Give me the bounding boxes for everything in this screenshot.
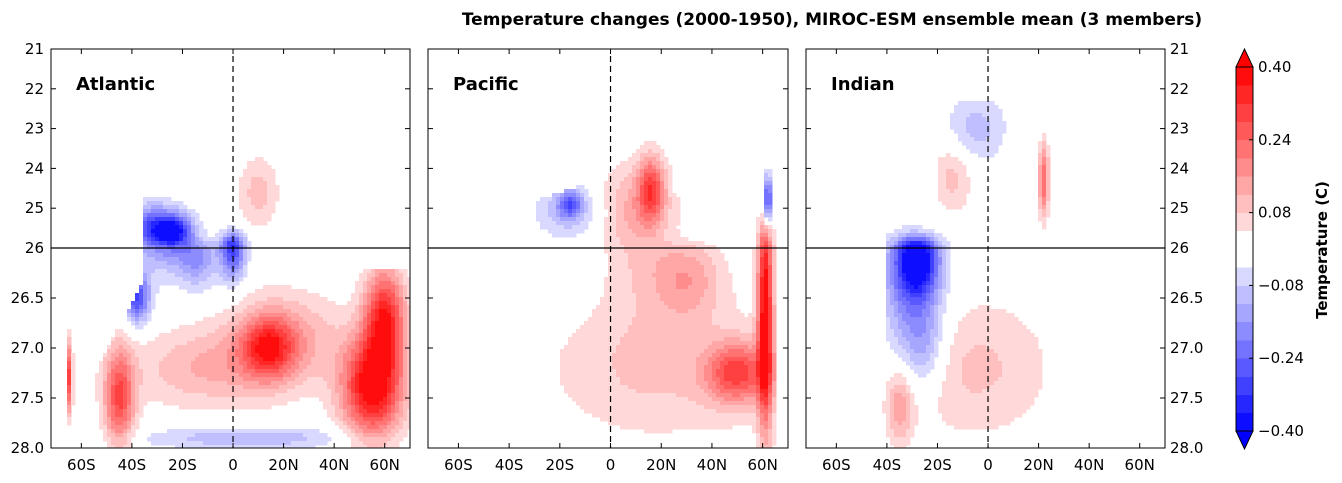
- x-tick-label: 20N: [1023, 456, 1053, 474]
- colorbar-level: [1236, 194, 1253, 213]
- colorbar-tick-label: −0.24: [1258, 349, 1304, 367]
- y-tick-label: 27.0: [11, 339, 44, 357]
- colorbar-tick-label: 0.24: [1258, 131, 1291, 149]
- panels: 60S 40S 20S 0 20N 40N 60N Atlantic 60S 40S 20S 0 20N…: [50, 48, 1166, 474]
- x-tick-label: 20N: [646, 456, 676, 474]
- x-tick-label: 60N: [1125, 456, 1155, 474]
- y-tick-label-right: 26: [1170, 239, 1189, 257]
- y-tick-label: 22: [25, 80, 44, 98]
- y-tick-label: 23: [25, 120, 44, 138]
- colorbar-level: [1236, 212, 1253, 232]
- colorbar-level: [1236, 321, 1253, 341]
- colorbar-extend-min: [1235, 430, 1254, 451]
- panel-indian: 60S 40S 20S 0 20N 40N 60N Indian: [805, 48, 1166, 474]
- colorbar-level: [1236, 340, 1253, 359]
- panel-pacific: 60S 40S 20S 0 20N 40N 60N Pacific: [427, 48, 789, 474]
- panel-label: Indian: [831, 74, 895, 95]
- colorbar-frame: [1235, 66, 1254, 432]
- colorbar-level: [1236, 412, 1253, 432]
- x-tick-label: 40S: [873, 456, 902, 474]
- y-tick-label-right: 24: [1170, 159, 1189, 177]
- x-tick-label: 0: [983, 456, 993, 474]
- y-tick-label-right: 21: [1170, 40, 1189, 58]
- colorbar-level: [1236, 376, 1253, 395]
- x-tick-label: 20S: [546, 456, 575, 474]
- colorbar-extend-max: [1235, 47, 1254, 68]
- y-tick-label-right: 27.0: [1170, 339, 1203, 357]
- panel-label: Atlantic: [76, 74, 155, 95]
- colorbar-level: [1236, 267, 1253, 286]
- colorbar-tick-label: −0.08: [1258, 276, 1304, 294]
- x-tick-label: 60S: [822, 456, 851, 474]
- y-tick-label: 26.5: [11, 289, 44, 307]
- x-tick-label: 60S: [67, 456, 96, 474]
- y-tick-label: 28.0: [11, 439, 44, 457]
- x-tick-label: 40N: [697, 456, 727, 474]
- right-y-axis: 21 22 23 24 25 26 26.5 27.0 27.5 28.0: [1170, 40, 1203, 457]
- colorbar-tick-label: 0.40: [1258, 58, 1291, 76]
- colorbar-tick-label: 0.08: [1258, 204, 1291, 222]
- colorbar-level: [1236, 358, 1253, 377]
- colorbar-level: [1236, 67, 1253, 86]
- contour-field: [67, 157, 410, 448]
- x-tick-label: 60N: [747, 456, 777, 474]
- y-tick-label: 27.5: [11, 389, 44, 407]
- y-tick-label-right: 26.5: [1170, 289, 1203, 307]
- colorbar-label: Temperature (C): [1313, 181, 1331, 319]
- colorbar-level: [1236, 158, 1253, 177]
- x-tick-label: 40S: [118, 456, 147, 474]
- x-tick-label: 40N: [319, 456, 349, 474]
- y-tick-label-right: 25: [1170, 199, 1189, 217]
- panel-label: Pacific: [453, 74, 519, 95]
- left-y-axis: 21 22 23 24 25 26 26.5 27.0 27.5 28.0: [11, 40, 44, 457]
- y-tick-label-right: 28.0: [1170, 439, 1203, 457]
- colorbar-level: [1236, 303, 1253, 323]
- y-tick-label: 25: [25, 199, 44, 217]
- colorbar-level: [1236, 394, 1253, 414]
- x-tick-label: 0: [228, 456, 238, 474]
- x-tick-label: 20N: [268, 456, 298, 474]
- y-tick-label: 24: [25, 159, 44, 177]
- colorbar-level: [1236, 230, 1253, 250]
- y-tick-label: 21: [25, 40, 44, 58]
- colorbar: −0.40 −0.24 −0.08 0.08 0.24 0.40: [1235, 47, 1304, 451]
- colorbar-tick-label: −0.40: [1258, 422, 1304, 440]
- y-tick-label: 26: [25, 239, 44, 257]
- colorbar-level: [1236, 139, 1253, 159]
- y-tick-label-right: 23: [1170, 120, 1189, 138]
- chart-title: Temperature changes (2000-1950), MIROC-E…: [462, 10, 1202, 30]
- y-tick-label-right: 22: [1170, 80, 1189, 98]
- colorbar-level: [1236, 85, 1253, 104]
- x-tick-label: 40N: [1074, 456, 1104, 474]
- colorbar-level: [1236, 285, 1253, 304]
- x-tick-label: 40S: [495, 456, 524, 474]
- x-tick-label: 60N: [370, 456, 400, 474]
- x-tick-label: 0: [606, 456, 616, 474]
- x-tick-label: 60S: [444, 456, 473, 474]
- contour-field: [536, 141, 777, 448]
- contour-field: [882, 101, 1051, 448]
- y-tick-label-right: 27.5: [1170, 389, 1203, 407]
- colorbar-level: [1236, 176, 1253, 195]
- x-tick-label: 20S: [923, 456, 952, 474]
- x-tick-label: 20S: [168, 456, 197, 474]
- colorbar-level: [1236, 121, 1253, 141]
- panel-atlantic: 60S 40S 20S 0 20N 40N 60N Atlantic: [50, 48, 411, 474]
- colorbar-level: [1236, 103, 1253, 122]
- colorbar-level: [1236, 249, 1253, 268]
